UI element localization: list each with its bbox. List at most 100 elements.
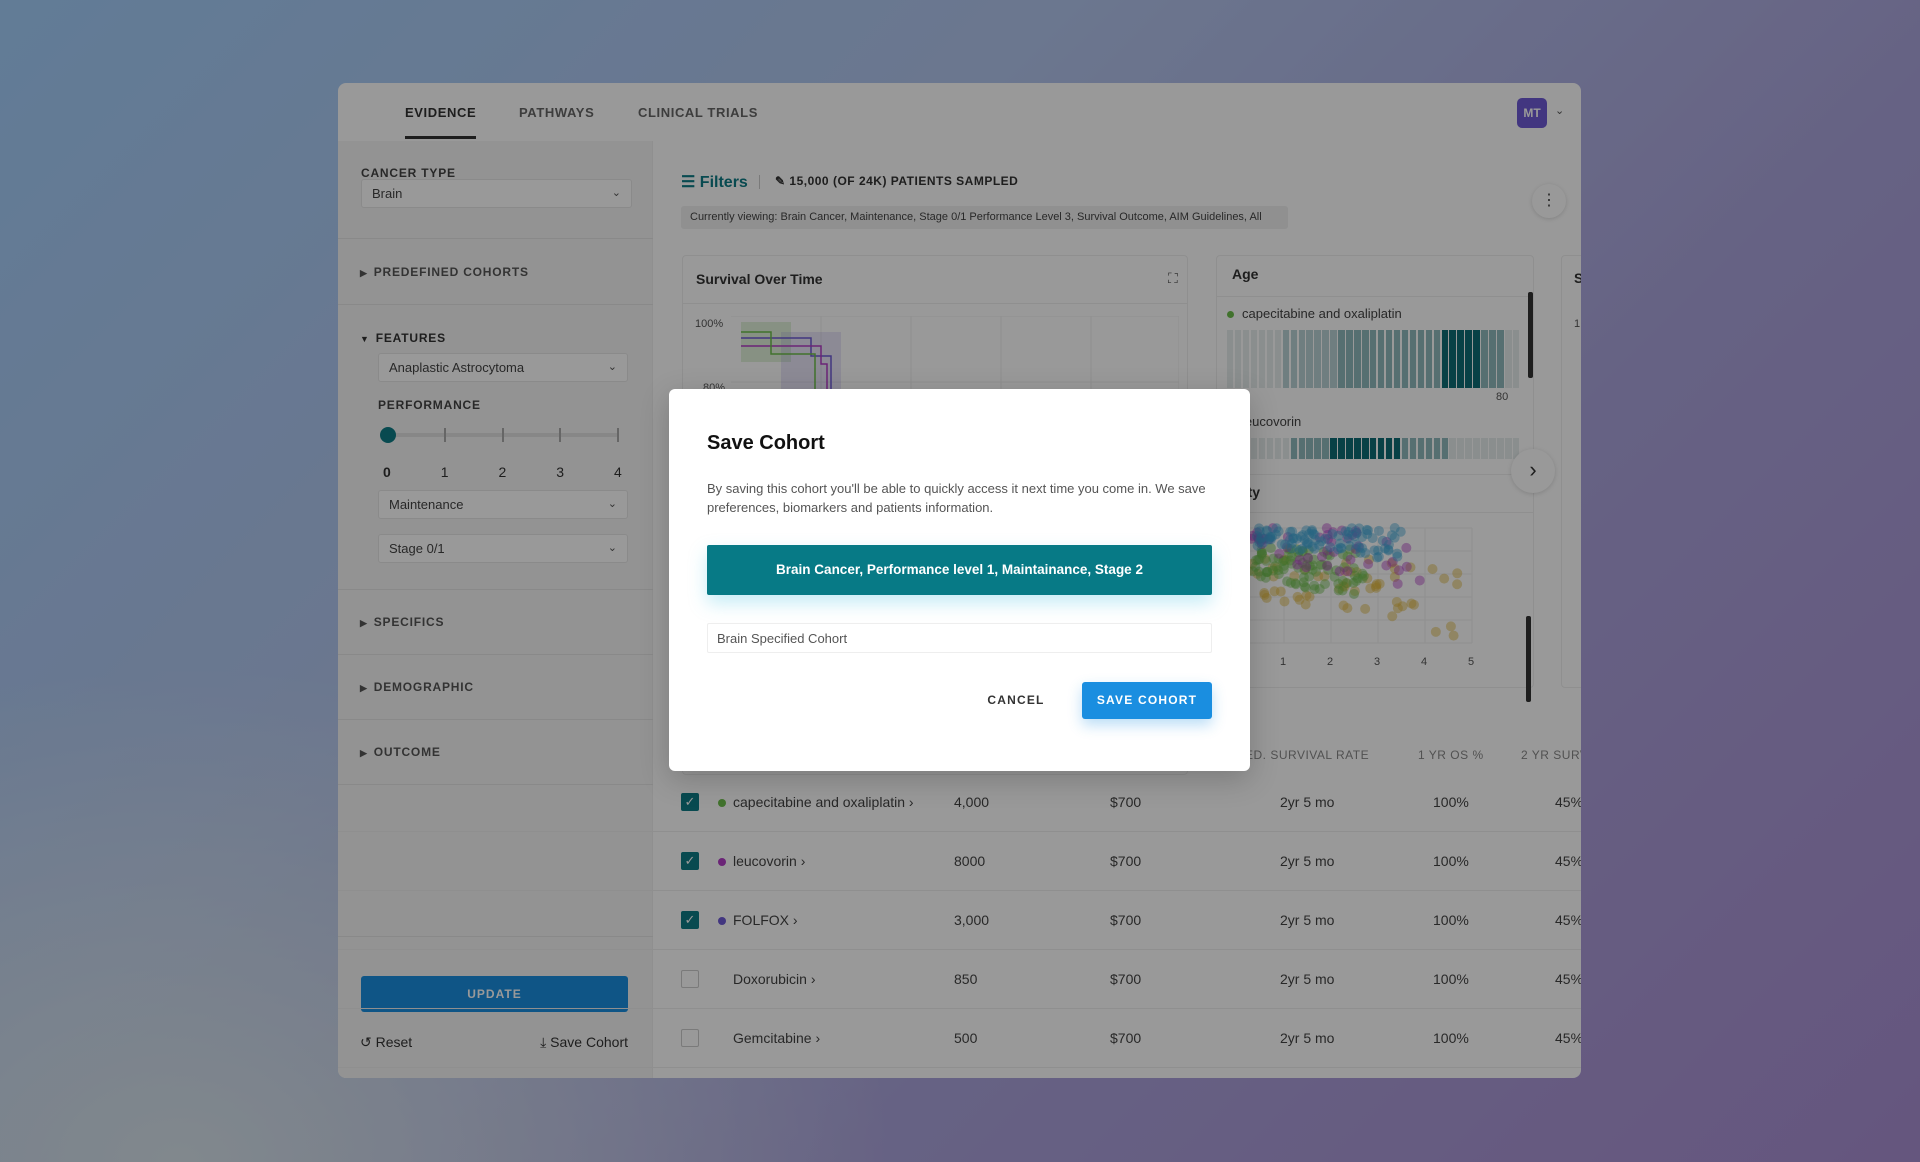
table-row[interactable]: ✓ leucovorin › 8000 $700 2yr 5 mo 100% 45… — [338, 832, 1581, 891]
more-options-button[interactable]: ⋮ — [1532, 184, 1566, 218]
scatter-point — [1349, 570, 1360, 581]
histogram-bar — [1362, 330, 1369, 388]
chevron-down-icon[interactable]: ⌄ — [1555, 105, 1565, 117]
feature-select[interactable]: Anaplastic Astrocytoma ⌄ — [378, 353, 628, 382]
scatter-point — [1372, 552, 1383, 563]
scatter-point — [1357, 568, 1368, 579]
histogram-bar — [1346, 438, 1353, 459]
reset-button[interactable]: ↺ Reset — [360, 1034, 413, 1050]
row-checkbox[interactable]: ✓ — [681, 852, 699, 870]
scatter-point — [1301, 559, 1312, 570]
scatter-point — [1294, 545, 1305, 556]
scatter-point — [1256, 549, 1267, 560]
histogram-bar — [1505, 330, 1512, 388]
cancel-button[interactable]: CANCEL — [987, 693, 1045, 707]
scatter-point — [1387, 556, 1398, 567]
save-cohort-button[interactable]: SAVE COHORT — [1082, 682, 1212, 719]
modal-description: By saving this cohort you'll be able to … — [707, 481, 1206, 515]
tab-evidence[interactable]: EVIDENCE — [405, 105, 477, 139]
treatment-name[interactable]: capecitabine and oxaliplatin › — [733, 794, 914, 810]
treatment-name[interactable]: Doxorubicin › — [733, 971, 816, 987]
section-predefined-cohorts[interactable]: ▶ PREDEFINED COHORTS — [360, 265, 529, 279]
scatter-point — [1322, 549, 1333, 560]
scatter-point — [1350, 548, 1361, 559]
treatment-name[interactable]: leucovorin › — [733, 853, 806, 869]
histogram-bar — [1393, 438, 1401, 459]
column-header[interactable]: 2 YR SURV — [1521, 748, 1581, 762]
expand-icon[interactable]: ⛶ — [1168, 270, 1178, 286]
update-button[interactable]: UPDATE — [361, 976, 628, 1012]
tab-clinical-trials[interactable]: CLINICAL TRIALS — [638, 105, 758, 120]
scatter-point — [1287, 526, 1298, 537]
scatter-point — [1337, 575, 1348, 586]
performance-slider[interactable] — [380, 427, 619, 443]
table-row[interactable]: Doxorubicin › 850 $700 2yr 5 mo 100% 45% — [338, 950, 1581, 1009]
section-outcome[interactable]: ▶ OUTCOME — [360, 745, 441, 759]
table-row[interactable]: ✓ capecitabine and oxaliplatin › 4,000 $7… — [338, 773, 1581, 832]
scatter-point — [1259, 589, 1270, 600]
filters-button[interactable]: ☰ Filters — [681, 174, 748, 191]
scatter-point — [1304, 561, 1315, 572]
scatter-point — [1369, 545, 1380, 556]
slider-handle[interactable] — [380, 427, 396, 443]
scatter-point — [1348, 577, 1359, 588]
scatter-point — [1348, 588, 1359, 599]
scatter-point — [1333, 578, 1344, 589]
scatter-point — [1256, 548, 1267, 559]
column-header[interactable]: 1 YR OS % — [1418, 748, 1484, 762]
treatment-name[interactable]: Gemcitabine › — [733, 1030, 821, 1046]
row-checkbox[interactable]: ✓ — [681, 793, 699, 811]
age-title: Age — [1232, 266, 1259, 282]
table-row[interactable]: ✓ FOLFOX › 3,000 $700 2yr 5 mo 100% 45% — [338, 891, 1581, 950]
save-cohort-link[interactable]: ⤓ Save Cohort — [540, 1034, 628, 1050]
cohort-name-input[interactable] — [707, 623, 1212, 653]
scatter-point — [1255, 536, 1266, 547]
scatter-point — [1337, 585, 1348, 596]
scatter-point — [1357, 573, 1368, 584]
scatter-point — [1389, 563, 1400, 574]
scatter-point — [1333, 530, 1344, 541]
scatter-point — [1262, 567, 1273, 578]
scrollbar[interactable] — [1526, 616, 1531, 702]
scatter-point — [1304, 591, 1315, 602]
scatter-point — [1346, 523, 1357, 534]
next-card-button[interactable]: › — [1511, 449, 1555, 493]
scatter-point — [1354, 523, 1365, 534]
table-row[interactable]: Gemcitabine › 500 $700 2yr 5 mo 100% 45% — [338, 1009, 1581, 1068]
scatter-point — [1427, 564, 1438, 574]
scatter-point — [1335, 542, 1346, 553]
download-icon: ⤓ — [540, 1034, 547, 1050]
slider-tick — [617, 428, 619, 442]
stage-select[interactable]: Stage 0/1 ⌄ — [378, 534, 628, 563]
treatment-name[interactable]: FOLFOX › — [733, 912, 798, 928]
histogram-bar — [1266, 438, 1274, 459]
scatter-point — [1389, 571, 1400, 582]
scatter-point — [1309, 529, 1320, 540]
section-features[interactable]: ▼ FEATURES — [360, 331, 446, 345]
cost-cell: $700 — [1110, 912, 1142, 928]
cancer-type-select[interactable]: Brain ⌄ — [361, 179, 632, 208]
section-demographic[interactable]: ▶ DEMOGRAPHIC — [360, 680, 474, 694]
line-of-therapy-select[interactable]: Maintenance ⌄ — [378, 490, 628, 519]
scatter-point — [1268, 553, 1279, 564]
column-header[interactable]: ED. SURVIVAL RATE — [1245, 748, 1370, 762]
histogram-bar — [1282, 330, 1290, 388]
scatter-point — [1307, 541, 1318, 552]
scrollbar[interactable] — [1528, 292, 1533, 378]
row-checkbox[interactable] — [681, 970, 699, 988]
patients-cell: 500 — [954, 1030, 978, 1046]
row-checkbox[interactable] — [681, 1029, 699, 1047]
patients-sampled[interactable]: ✎ 15,000 (OF 24K) PATIENTS SAMPLED — [775, 174, 1019, 188]
section-specifics[interactable]: ▶ SPECIFICS — [360, 615, 445, 629]
row-checkbox[interactable]: ✓ — [681, 911, 699, 929]
scatter-point — [1342, 566, 1353, 577]
histogram-bar — [1409, 438, 1417, 459]
scatter-point — [1349, 531, 1360, 542]
tab-pathways[interactable]: PATHWAYS — [519, 105, 595, 120]
histogram-bar — [1449, 330, 1456, 388]
scatter-point — [1350, 526, 1361, 537]
scatter-point — [1349, 586, 1360, 597]
scatter-point — [1302, 539, 1313, 550]
avatar[interactable]: MT — [1517, 98, 1547, 128]
os2-cell: 45% — [1555, 794, 1581, 810]
